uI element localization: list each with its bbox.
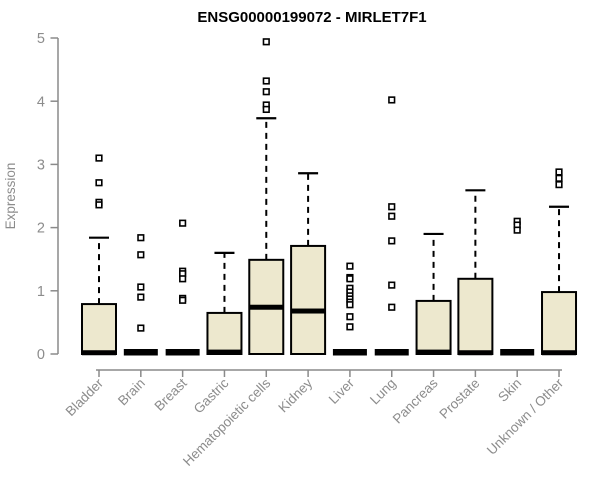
median-line xyxy=(82,350,116,356)
outlier-point xyxy=(179,275,187,283)
box xyxy=(415,299,452,355)
x-tick-label: Bladder xyxy=(63,375,107,419)
y-tick-label: 0 xyxy=(37,347,45,363)
outlier-point xyxy=(346,262,354,270)
outlier-point xyxy=(137,234,145,242)
outlier-point xyxy=(262,88,270,96)
x-tick-label: Kidney xyxy=(275,375,315,415)
y-axis-label: Expression xyxy=(3,163,18,230)
median-line xyxy=(291,308,326,314)
flat-box xyxy=(165,349,200,356)
outlier-point xyxy=(513,226,521,234)
x-tick-label: Pancreas xyxy=(390,375,441,426)
box xyxy=(81,303,117,355)
x-tick-label: Gastric xyxy=(191,375,232,416)
outlier-point xyxy=(262,38,270,46)
x-tick-label: Liver xyxy=(326,375,358,407)
median-line xyxy=(416,349,451,355)
x-tick-label: Lung xyxy=(367,376,399,408)
median-line xyxy=(458,350,493,356)
outlier-point xyxy=(346,323,354,331)
outlier-point xyxy=(262,77,270,85)
x-tick-label: Skin xyxy=(495,376,524,405)
outlier-point xyxy=(346,313,354,321)
outlier-point xyxy=(137,324,145,332)
x-tick-label: Breast xyxy=(152,375,190,413)
box xyxy=(541,291,578,355)
outlier-point xyxy=(388,281,396,289)
median-line xyxy=(249,304,284,310)
y-tick-label: 3 xyxy=(37,157,45,173)
box xyxy=(457,277,494,355)
median-line xyxy=(207,349,242,355)
y-tick-label: 4 xyxy=(37,94,45,110)
outlier-point xyxy=(346,301,354,309)
outlier-point xyxy=(555,181,563,189)
outlier-point xyxy=(137,251,145,259)
box xyxy=(290,244,327,355)
outlier-point xyxy=(388,212,396,220)
flat-box xyxy=(374,349,409,356)
outlier-point xyxy=(388,96,396,104)
outlier-point xyxy=(388,237,396,245)
x-tick-label: Prostate xyxy=(436,376,482,422)
outlier-point xyxy=(137,283,145,291)
outlier-point xyxy=(262,105,270,114)
y-tick-label: 2 xyxy=(37,221,45,237)
outlier-point xyxy=(95,179,103,187)
flat-box xyxy=(332,349,367,356)
outlier-point xyxy=(555,174,563,182)
y-tick-label: 5 xyxy=(37,31,45,47)
outlier-point xyxy=(346,275,354,283)
x-tick-label: Brain xyxy=(115,376,148,409)
outlier-point xyxy=(388,203,396,211)
box xyxy=(206,311,243,356)
outlier-point xyxy=(388,303,396,311)
outlier-point xyxy=(95,201,103,209)
outlier-point xyxy=(555,168,563,176)
outlier-point xyxy=(179,296,187,304)
median-line xyxy=(542,350,577,356)
x-tick-label: Unknown / Other xyxy=(484,375,567,458)
outlier-point xyxy=(137,293,145,301)
outlier-point xyxy=(179,219,187,227)
outlier-point xyxy=(95,154,103,162)
flat-box xyxy=(123,349,158,356)
flat-box xyxy=(500,349,535,356)
y-tick-label: 1 xyxy=(37,284,45,300)
chart-title: ENSG00000199072 - MIRLET7F1 xyxy=(197,9,426,26)
